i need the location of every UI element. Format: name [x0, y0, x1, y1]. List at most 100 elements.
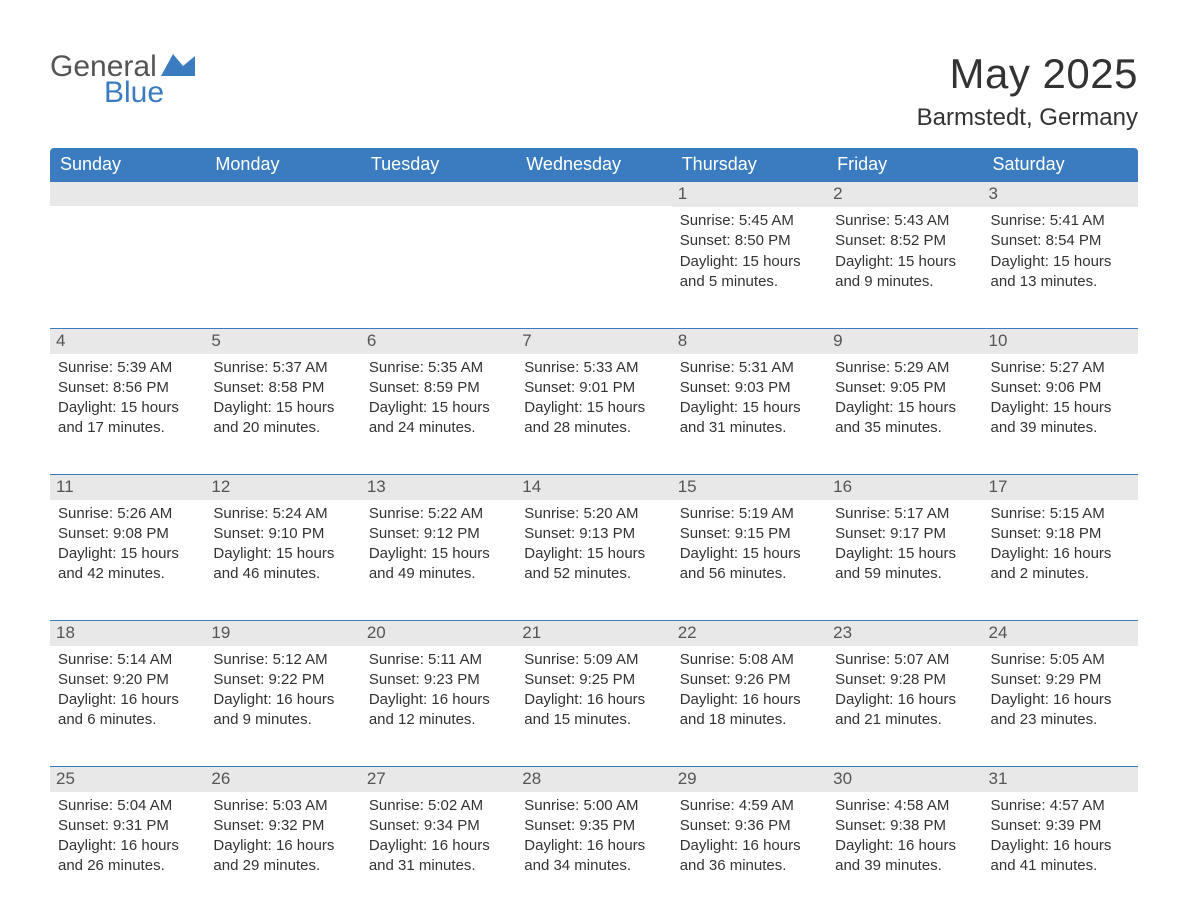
sunset-line: Sunset: 9:01 PM	[524, 378, 663, 398]
sunset-line: Sunset: 9:13 PM	[524, 524, 663, 544]
week-divider	[50, 606, 1138, 620]
day-number: 19	[205, 621, 360, 646]
day-details: Sunrise: 5:17 AMSunset: 9:17 PMDaylight:…	[835, 504, 974, 585]
dow-header: Thursday	[672, 148, 827, 182]
calendar-day-cell: 18Sunrise: 5:14 AMSunset: 9:20 PMDayligh…	[50, 620, 205, 752]
sunrise-line: Sunrise: 5:04 AM	[58, 796, 197, 816]
sunrise-line: Sunrise: 5:33 AM	[524, 358, 663, 378]
daylight-line: Daylight: 15 hours and 13 minutes.	[991, 252, 1130, 293]
day-details: Sunrise: 5:41 AMSunset: 8:54 PMDaylight:…	[991, 211, 1130, 292]
sunset-line: Sunset: 9:15 PM	[680, 524, 819, 544]
day-number: 14	[516, 475, 671, 500]
sunset-line: Sunset: 9:18 PM	[991, 524, 1130, 544]
calendar-day-cell: 2Sunrise: 5:43 AMSunset: 8:52 PMDaylight…	[827, 182, 982, 314]
empty-day-bar	[50, 182, 205, 206]
sunrise-line: Sunrise: 5:00 AM	[524, 796, 663, 816]
day-number: 13	[361, 475, 516, 500]
day-number: 3	[983, 182, 1138, 207]
sunrise-line: Sunrise: 5:45 AM	[680, 211, 819, 231]
day-number: 12	[205, 475, 360, 500]
page-header: General Blue May 2025 Barmstedt, Germany	[50, 50, 1138, 132]
sunrise-line: Sunrise: 5:02 AM	[369, 796, 508, 816]
calendar-day-cell	[50, 182, 205, 314]
calendar-day-cell: 28 Sunrise: 5:00 AMSunset: 9:35 PMDayligh…	[516, 766, 671, 898]
sunrise-line: Sunrise: 5:15 AM	[991, 504, 1130, 524]
day-number: 10	[983, 329, 1138, 354]
sunset-line: Sunset: 8:58 PM	[213, 378, 352, 398]
day-details: Sunrise: 5:04 AMSunset: 9:31 PMDaylight:…	[58, 796, 197, 877]
daylight-line: Daylight: 15 hours and 49 minutes.	[369, 544, 508, 585]
calendar-day-cell: 23 Sunrise: 5:07 AMSunset: 9:28 PMDayligh…	[827, 620, 982, 752]
sunrise-line: Sunrise: 5:07 AM	[835, 650, 974, 670]
calendar-day-cell: 24Sunrise: 5:05 AMSunset: 9:29 PMDayligh…	[983, 620, 1138, 752]
calendar-day-cell: 3 Sunrise: 5:41 AMSunset: 8:54 PMDaylight…	[983, 182, 1138, 314]
daylight-line: Daylight: 16 hours and 2 minutes.	[991, 544, 1130, 585]
day-details: Sunrise: 5:24 AMSunset: 9:10 PMDaylight:…	[213, 504, 352, 585]
day-details: Sunrise: 5:19 AMSunset: 9:15 PMDaylight:…	[680, 504, 819, 585]
sunrise-line: Sunrise: 5:43 AM	[835, 211, 974, 231]
day-details: Sunrise: 5:35 AMSunset: 8:59 PMDaylight:…	[369, 358, 508, 439]
calendar-day-cell: 29Sunrise: 4:59 AMSunset: 9:36 PMDayligh…	[672, 766, 827, 898]
day-details: Sunrise: 5:08 AMSunset: 9:26 PMDaylight:…	[680, 650, 819, 731]
day-details: Sunrise: 5:37 AMSunset: 8:58 PMDaylight:…	[213, 358, 352, 439]
day-details: Sunrise: 4:58 AMSunset: 9:38 PMDaylight:…	[835, 796, 974, 877]
day-details: Sunrise: 5:09 AMSunset: 9:25 PMDaylight:…	[524, 650, 663, 731]
sunset-line: Sunset: 9:28 PM	[835, 670, 974, 690]
empty-day-bar	[516, 182, 671, 206]
day-number: 6	[361, 329, 516, 354]
daylight-line: Daylight: 16 hours and 36 minutes.	[680, 836, 819, 877]
day-number: 2	[827, 182, 982, 207]
sunset-line: Sunset: 9:08 PM	[58, 524, 197, 544]
day-details: Sunrise: 5:45 AMSunset: 8:50 PMDaylight:…	[680, 211, 819, 292]
sunset-line: Sunset: 9:22 PM	[213, 670, 352, 690]
dow-header: Sunday	[50, 148, 205, 182]
day-number: 23	[827, 621, 982, 646]
dow-header: Saturday	[983, 148, 1138, 182]
empty-day-bar	[361, 182, 516, 206]
sunset-line: Sunset: 9:32 PM	[213, 816, 352, 836]
dow-header: Friday	[827, 148, 982, 182]
sunset-line: Sunset: 9:34 PM	[369, 816, 508, 836]
day-details: Sunrise: 5:12 AMSunset: 9:22 PMDaylight:…	[213, 650, 352, 731]
calendar-week-row: 1 Sunrise: 5:45 AMSunset: 8:50 PMDaylight…	[50, 182, 1138, 314]
calendar-day-cell	[516, 182, 671, 314]
calendar-day-cell: 12 Sunrise: 5:24 AMSunset: 9:10 PMDayligh…	[205, 474, 360, 606]
calendar-day-cell: 8Sunrise: 5:31 AMSunset: 9:03 PMDaylight…	[672, 328, 827, 460]
dow-header: Monday	[205, 148, 360, 182]
sunrise-line: Sunrise: 5:35 AM	[369, 358, 508, 378]
sunrise-line: Sunrise: 5:11 AM	[369, 650, 508, 670]
sunrise-line: Sunrise: 5:17 AM	[835, 504, 974, 524]
sunset-line: Sunset: 8:52 PM	[835, 231, 974, 251]
sunrise-line: Sunrise: 5:12 AM	[213, 650, 352, 670]
daylight-line: Daylight: 15 hours and 39 minutes.	[991, 398, 1130, 439]
day-number: 28	[516, 767, 671, 792]
day-details: Sunrise: 5:00 AMSunset: 9:35 PMDaylight:…	[524, 796, 663, 877]
day-number: 9	[827, 329, 982, 354]
day-number: 16	[827, 475, 982, 500]
calendar-day-cell: 1 Sunrise: 5:45 AMSunset: 8:50 PMDaylight…	[672, 182, 827, 314]
calendar-day-cell: 27Sunrise: 5:02 AMSunset: 9:34 PMDayligh…	[361, 766, 516, 898]
calendar-table: SundayMondayTuesdayWednesdayThursdayFrid…	[50, 148, 1138, 898]
sunrise-line: Sunrise: 5:14 AM	[58, 650, 197, 670]
day-number: 1	[672, 182, 827, 207]
calendar-day-cell: 31Sunrise: 4:57 AMSunset: 9:39 PMDayligh…	[983, 766, 1138, 898]
day-number: 7	[516, 329, 671, 354]
day-details: Sunrise: 5:27 AMSunset: 9:06 PMDaylight:…	[991, 358, 1130, 439]
calendar-week-row: 11Sunrise: 5:26 AMSunset: 9:08 PMDayligh…	[50, 474, 1138, 606]
day-number: 18	[50, 621, 205, 646]
sunset-line: Sunset: 9:31 PM	[58, 816, 197, 836]
daylight-line: Daylight: 16 hours and 31 minutes.	[369, 836, 508, 877]
daylight-line: Daylight: 15 hours and 42 minutes.	[58, 544, 197, 585]
sunrise-line: Sunrise: 5:26 AM	[58, 504, 197, 524]
sunset-line: Sunset: 9:20 PM	[58, 670, 197, 690]
sunrise-line: Sunrise: 5:08 AM	[680, 650, 819, 670]
day-of-week-row: SundayMondayTuesdayWednesdayThursdayFrid…	[50, 148, 1138, 182]
day-details: Sunrise: 5:07 AMSunset: 9:28 PMDaylight:…	[835, 650, 974, 731]
calendar-week-row: 4Sunrise: 5:39 AMSunset: 8:56 PMDaylight…	[50, 328, 1138, 460]
sunrise-line: Sunrise: 5:24 AM	[213, 504, 352, 524]
sunset-line: Sunset: 8:56 PM	[58, 378, 197, 398]
calendar-day-cell: 7Sunrise: 5:33 AMSunset: 9:01 PMDaylight…	[516, 328, 671, 460]
sunset-line: Sunset: 9:36 PM	[680, 816, 819, 836]
week-divider	[50, 314, 1138, 328]
day-details: Sunrise: 5:22 AMSunset: 9:12 PMDaylight:…	[369, 504, 508, 585]
